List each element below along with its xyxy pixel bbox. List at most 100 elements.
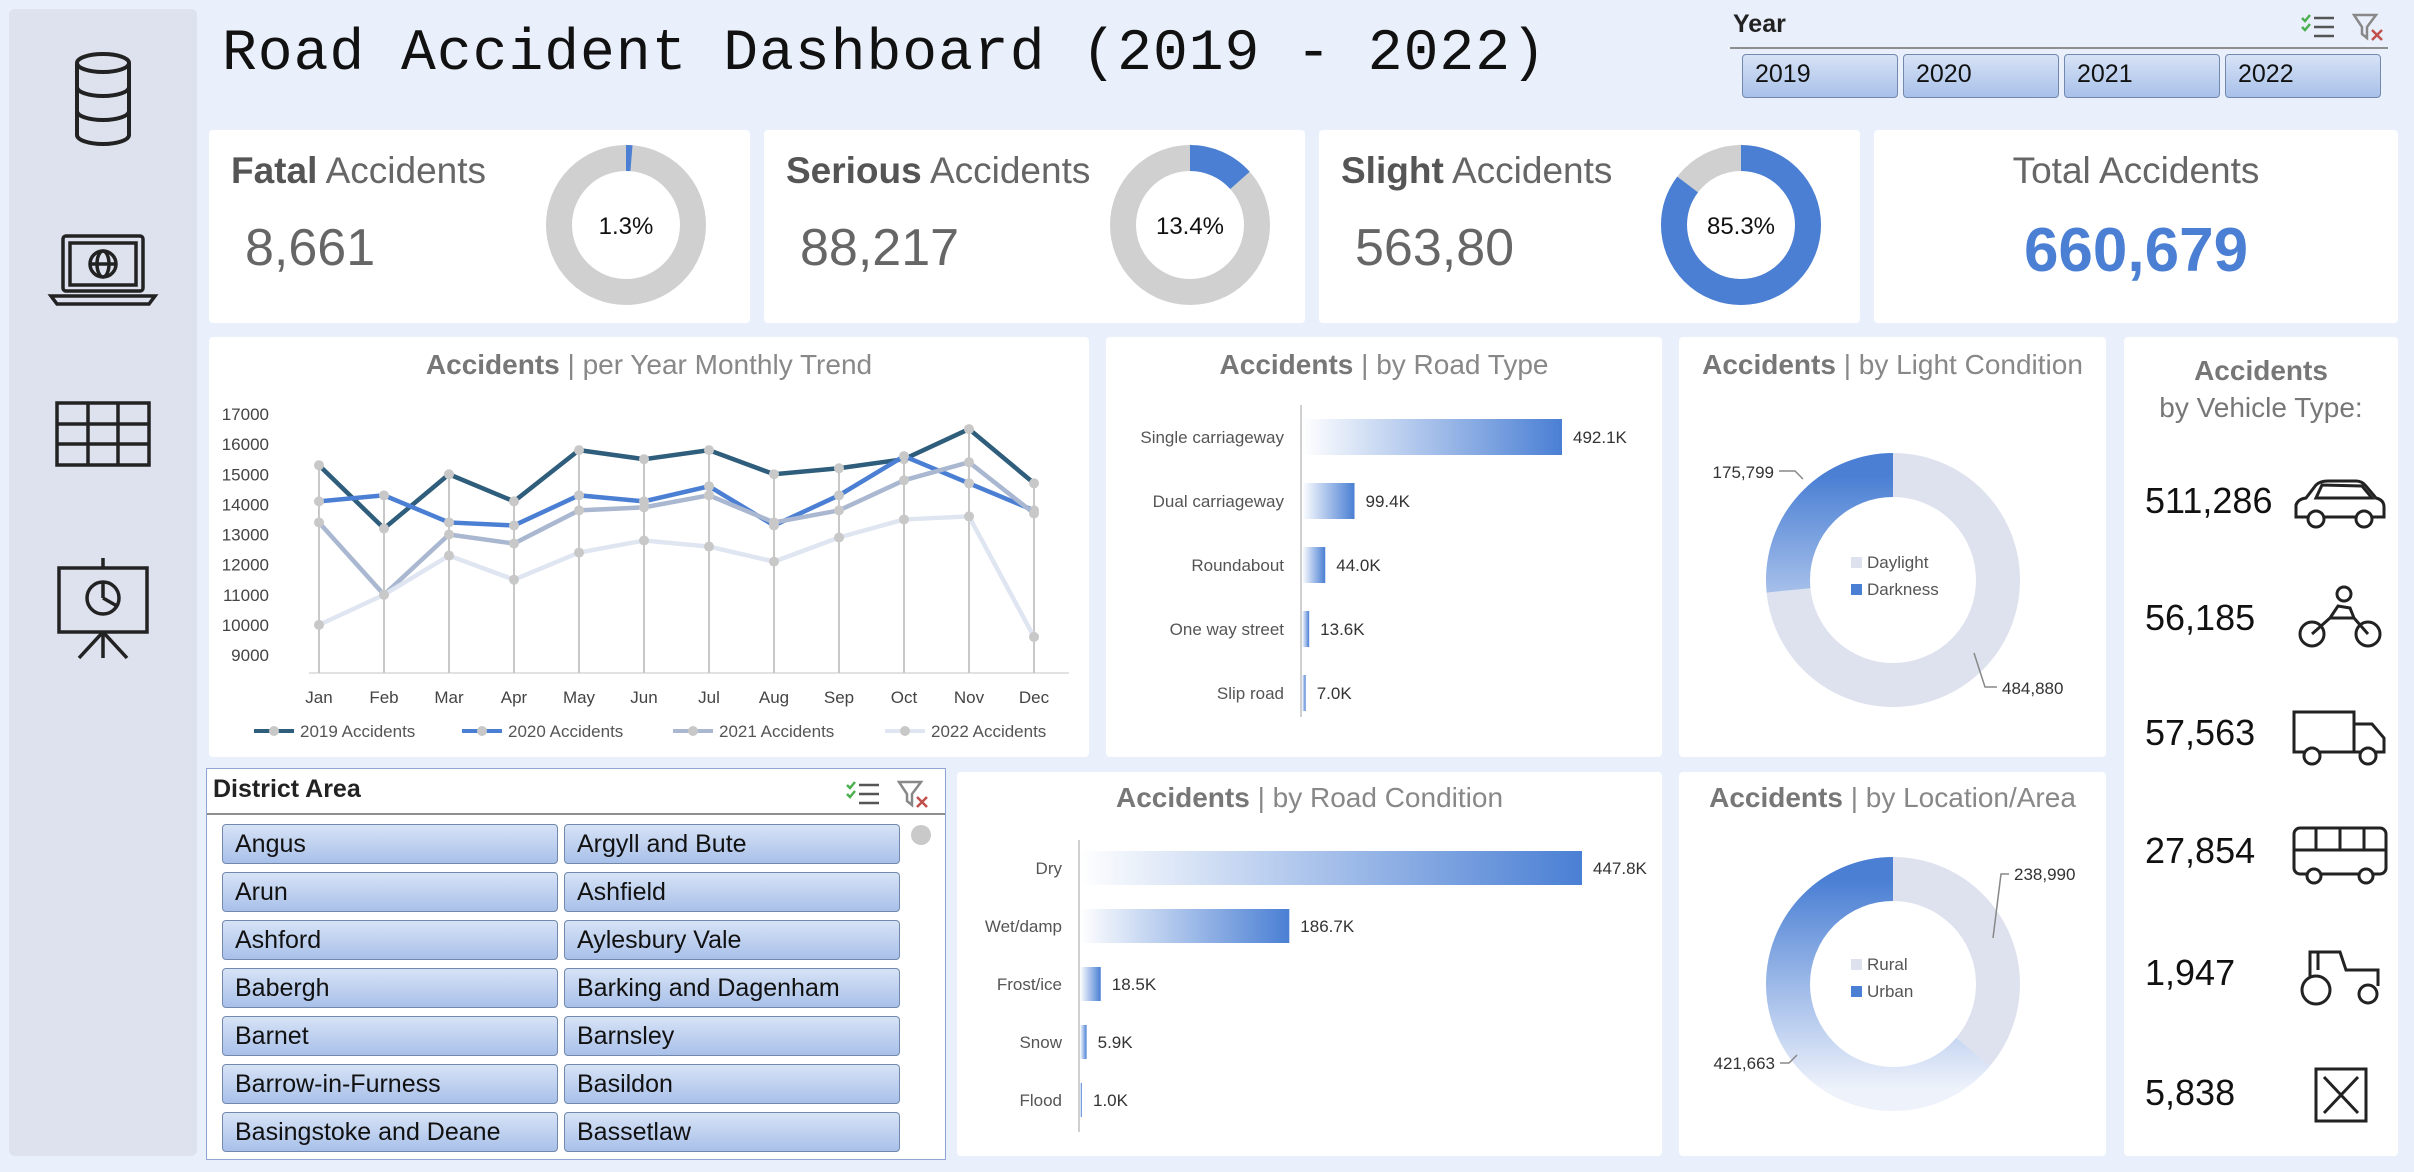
district-option[interactable]: Arun	[222, 872, 558, 912]
legend-label: Urban	[1867, 982, 1913, 1001]
panel-subtitle: by Vehicle Type:	[2159, 392, 2363, 423]
kpi-card-total: Total Accidents 660,679	[1874, 130, 2398, 323]
x-tick-label: Jul	[698, 688, 720, 707]
divider	[207, 813, 945, 815]
district-option[interactable]: Bassetlaw	[564, 1112, 900, 1152]
presentation-chart-icon[interactable]	[43, 554, 163, 664]
divider	[1730, 47, 2388, 49]
data-point	[509, 538, 519, 549]
year-option-2022[interactable]: 2022	[2225, 54, 2381, 98]
data-point	[314, 517, 324, 528]
database-icon[interactable]	[43, 45, 163, 155]
leader-line	[1779, 470, 1804, 480]
district-option[interactable]: Basildon	[564, 1064, 900, 1104]
year-option-2021[interactable]: 2021	[2064, 54, 2220, 98]
bar	[1302, 547, 1326, 583]
kpi-donut: 13.4%	[1110, 145, 1270, 305]
legend-label: Darkness	[1867, 580, 1939, 599]
category-label: Wet/damp	[985, 917, 1062, 936]
kpi-label: Fatal Accidents	[231, 150, 487, 191]
year-option-2019[interactable]: 2019	[1742, 54, 1898, 98]
data-point	[899, 514, 909, 525]
district-option[interactable]: Angus	[222, 824, 558, 864]
district-option[interactable]: Barrow-in-Furness	[222, 1064, 558, 1104]
data-point	[574, 547, 584, 558]
clear-filter-icon[interactable]	[896, 779, 929, 809]
y-tick-label: 9000	[231, 646, 269, 665]
data-point	[379, 523, 389, 534]
district-option[interactable]: Barnet	[222, 1016, 558, 1056]
district-option[interactable]: Babergh	[222, 968, 558, 1008]
sidebar	[9, 9, 197, 1156]
category-label: Slip road	[1217, 684, 1284, 703]
legend-label: 2021 Accidents	[719, 722, 834, 741]
data-point	[964, 424, 974, 435]
x-tick-label: Oct	[891, 688, 918, 707]
data-point	[704, 541, 714, 552]
kpi-donut-arc	[546, 145, 706, 305]
vehicle-count-bus: 27,854	[2145, 830, 2256, 871]
multi-select-icon[interactable]	[2300, 12, 2336, 40]
data-point	[574, 505, 584, 516]
district-slicer-label: District Area	[213, 775, 361, 803]
district-option[interactable]: Ashfield	[564, 872, 900, 912]
data-point	[314, 619, 324, 630]
bar	[1080, 1025, 1087, 1059]
bar	[1080, 967, 1101, 1001]
legend-swatch	[1851, 986, 1862, 997]
y-tick-label: 16000	[222, 435, 269, 454]
kpi-donut: 1.3%	[546, 145, 706, 305]
kpi-card-fatal: Fatal Accidents 8,661 1.3%	[209, 130, 750, 323]
bar	[1080, 1083, 1082, 1117]
data-label: 13.6K	[1320, 620, 1365, 639]
kpi-donut-label: 1.3%	[599, 213, 654, 240]
table-grid-icon[interactable]	[43, 379, 163, 489]
page-title: Road Accident Dashboard (2019 - 2022)	[222, 22, 1547, 87]
data-point	[1029, 478, 1039, 489]
district-option[interactable]: Aylesbury Vale	[564, 920, 900, 960]
kpi-value: 563,80	[1355, 219, 1515, 277]
district-slicer: District Area Angus Argyll and Bute Arun As…	[206, 768, 946, 1160]
x-tick-label: Dec	[1019, 688, 1050, 707]
other-vehicle-icon	[2314, 1067, 2368, 1123]
data-point	[834, 490, 844, 501]
series-line	[318, 453, 1035, 529]
multi-select-icon[interactable]	[845, 779, 881, 807]
district-option[interactable]: Argyll and Bute	[564, 824, 900, 864]
district-option[interactable]: Ashford	[222, 920, 558, 960]
monthly-trend-panel: Accidents | per Year Monthly Trend 9000 1…	[209, 337, 1089, 757]
bar-chart: Single carriageway 492.1K Dual carriageway…	[1140, 405, 1628, 717]
district-option[interactable]: Basingstoke and Deane	[222, 1112, 558, 1152]
y-tick-label: 17000	[222, 405, 269, 424]
year-slicer: Year 2019 2020 2021 2022	[1730, 6, 2390, 102]
district-option[interactable]: Barnsley	[564, 1016, 900, 1056]
data-point	[639, 535, 649, 546]
district-option[interactable]: Barking and Dagenham	[564, 968, 900, 1008]
data-point	[769, 556, 779, 567]
scrollbar-thumb[interactable]	[911, 825, 931, 845]
x-tick-label: Sep	[824, 688, 854, 707]
panel-title: Accidents | by Location/Area	[1709, 782, 2076, 813]
y-tick-label: 10000	[222, 616, 269, 635]
tractor-icon	[2300, 950, 2380, 1006]
bar	[1302, 611, 1310, 647]
data-point	[704, 490, 714, 501]
data-label: 44.0K	[1336, 556, 1381, 575]
data-point	[314, 496, 324, 507]
clear-filter-icon[interactable]	[2351, 12, 2384, 42]
line-chart: 9000 10000 11000 12000 13000 14000 15000 16000 1…	[222, 405, 1069, 741]
x-tick-label: Feb	[369, 688, 398, 707]
laptop-globe-icon[interactable]	[43, 214, 163, 324]
panel-title: Accidents | by Light Condition	[1702, 349, 2083, 380]
x-tick-label: Aug	[759, 688, 789, 707]
bar	[1302, 419, 1562, 455]
leader-line	[1780, 1054, 1798, 1064]
kpi-donut-label: 13.4%	[1156, 213, 1224, 240]
year-option-2020[interactable]: 2020	[1903, 54, 2059, 98]
data-label: 492.1K	[1573, 428, 1628, 447]
x-tick-label: May	[563, 688, 596, 707]
legend-marker	[477, 726, 487, 736]
leader-line	[1973, 652, 1997, 688]
category-label: One way street	[1170, 620, 1285, 639]
legend-label: 2020 Accidents	[508, 722, 623, 741]
